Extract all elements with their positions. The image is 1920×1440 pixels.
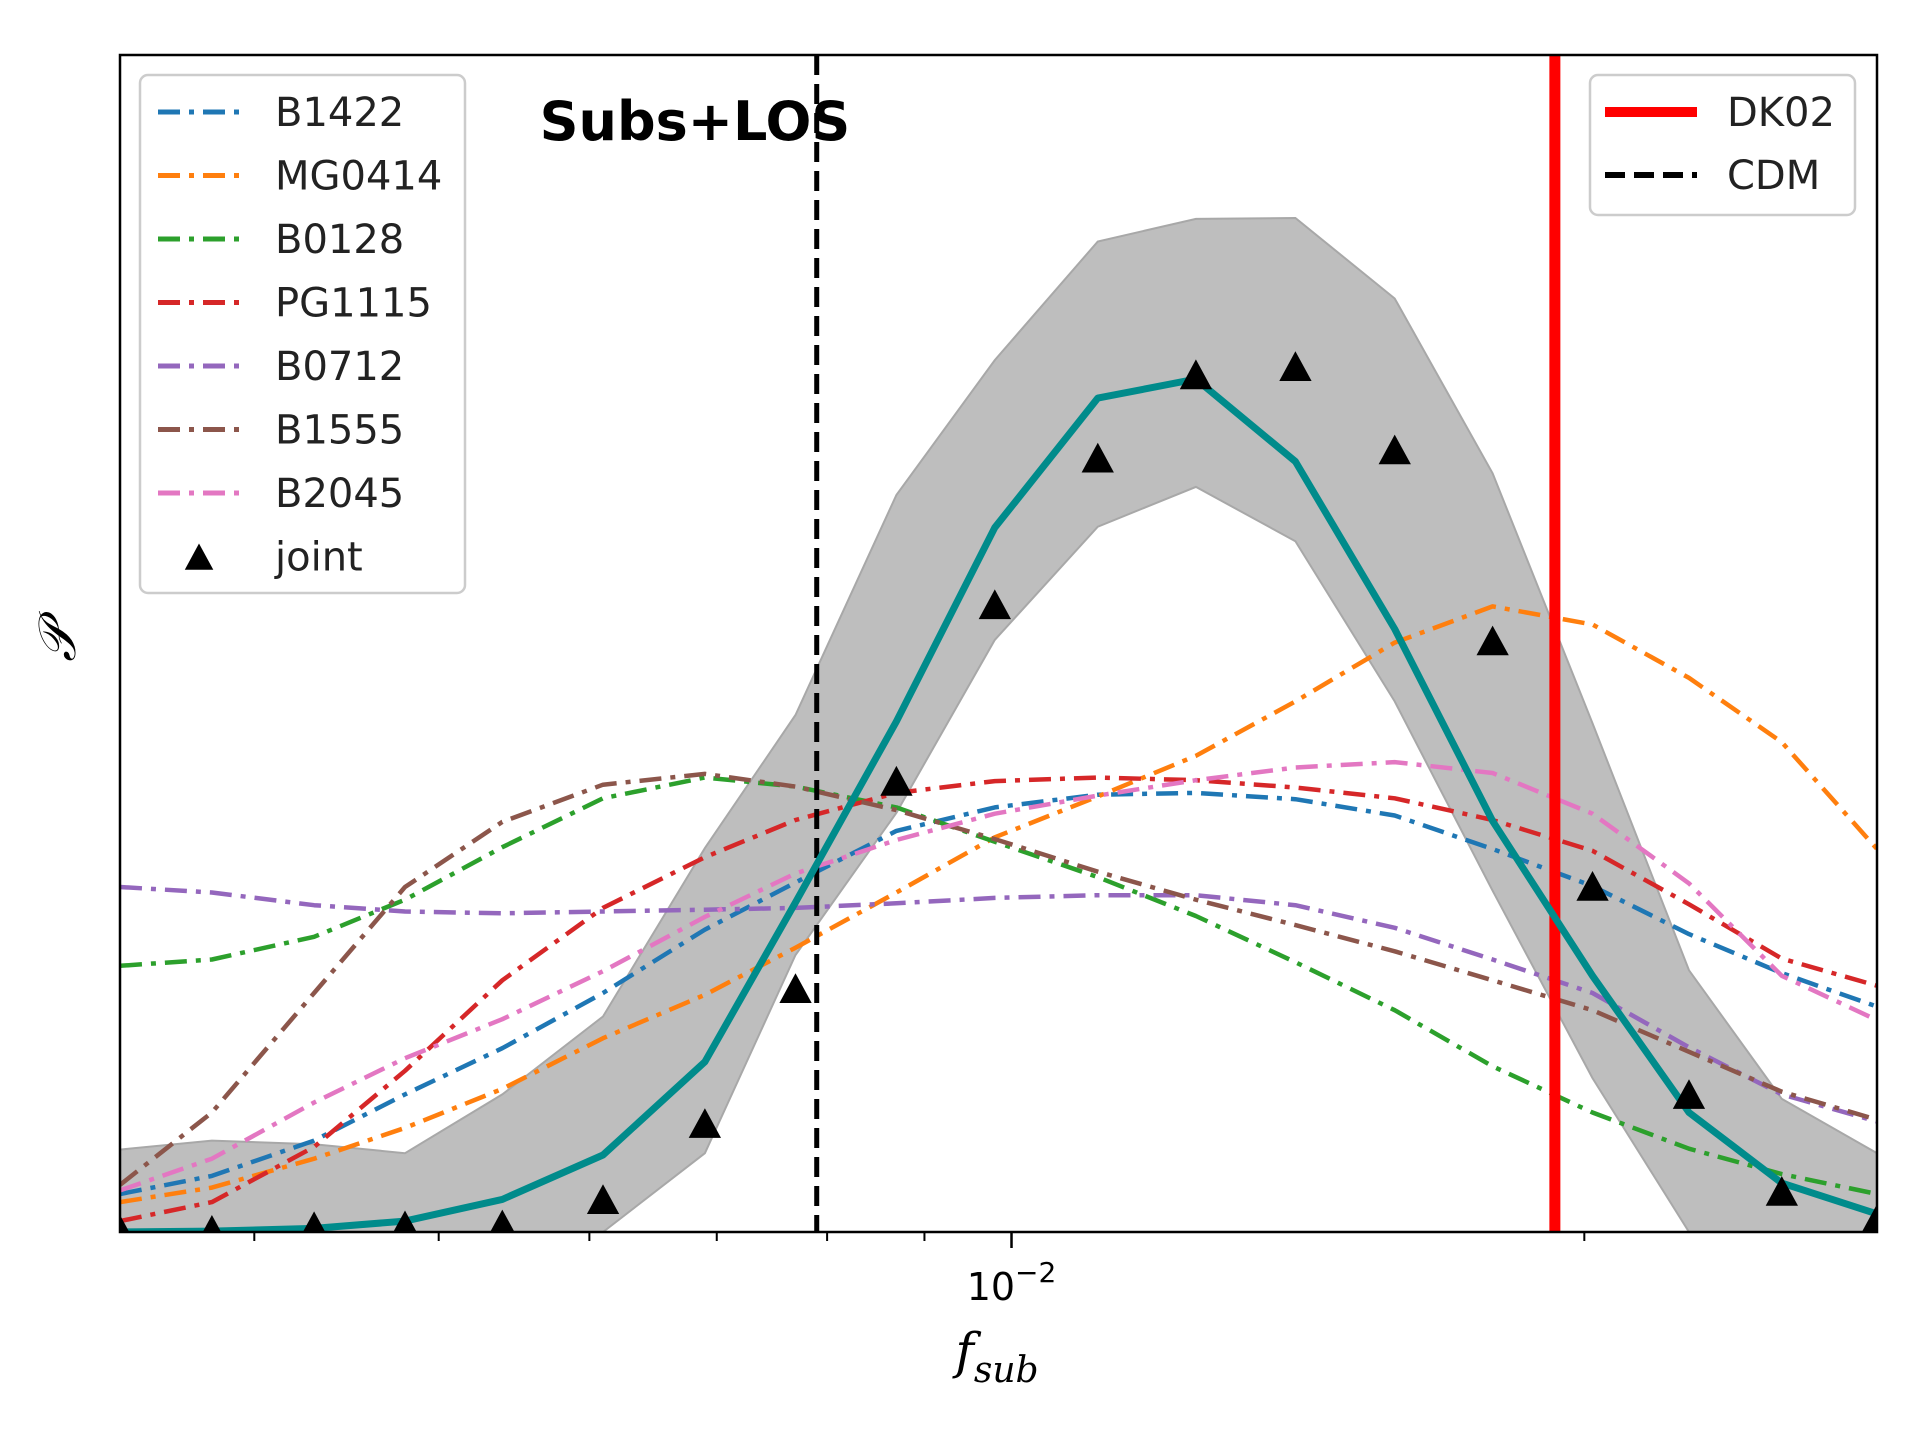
legend-series: B1422 MG0414 B0128 PG1115 B0712 B1555 B2045 joi… bbox=[138, 73, 467, 595]
legend-swatch bbox=[184, 543, 214, 570]
joint-point bbox=[1081, 442, 1114, 473]
chart-annotation: Subs+LOS bbox=[540, 90, 851, 153]
plot-area bbox=[120, 55, 1877, 1232]
joint-point bbox=[1179, 359, 1213, 390]
joint-point bbox=[393, 1210, 417, 1232]
legend-item-b1555: B1555 bbox=[158, 408, 404, 454]
legend-label: B0712 bbox=[275, 344, 404, 390]
legend-item-joint: joint bbox=[184, 535, 363, 581]
legend-box bbox=[138, 73, 467, 595]
x-axis-label-subscript: sub bbox=[974, 1350, 1039, 1391]
y-axis-label: 𝒫 bbox=[28, 611, 88, 662]
legend-label: B1422 bbox=[275, 90, 404, 136]
joint-point bbox=[120, 1215, 130, 1232]
series-line-b1555 bbox=[120, 771, 1877, 1187]
joint-point bbox=[978, 589, 1011, 620]
joint-point bbox=[688, 1108, 721, 1138]
legend-item-b0128: B0128 bbox=[158, 217, 404, 263]
confidence-band bbox=[120, 216, 1877, 1232]
legend-item-dk02: DK02 bbox=[1605, 90, 1835, 136]
joint-point bbox=[586, 1184, 620, 1214]
series-line-b0128 bbox=[120, 775, 1877, 1197]
joint-point bbox=[1279, 351, 1312, 381]
joint-point bbox=[1765, 1176, 1798, 1206]
x-axis-label: fsub bbox=[951, 1322, 1038, 1391]
legend-label: B2045 bbox=[275, 471, 404, 517]
legend-item-b0712: B0712 bbox=[158, 344, 404, 390]
legend-item-cdm: CDM bbox=[1605, 153, 1820, 199]
legend-label: B0128 bbox=[275, 217, 404, 263]
legend-item-b1422: B1422 bbox=[158, 90, 404, 136]
joint-point bbox=[1672, 1079, 1706, 1109]
legend-item-pg1115: PG1115 bbox=[158, 281, 432, 327]
legend-label: DK02 bbox=[1727, 90, 1835, 136]
legend-label: CDM bbox=[1727, 153, 1820, 199]
joint-point bbox=[880, 765, 913, 796]
joint-point bbox=[302, 1211, 326, 1232]
legend-label: joint bbox=[274, 535, 363, 581]
plot-frame bbox=[118, 53, 1879, 1234]
joint-point bbox=[1476, 625, 1509, 656]
legend-label: MG0414 bbox=[275, 154, 442, 200]
legend-reference-lines: DK02 CDM bbox=[1588, 73, 1857, 217]
legend-item-mg0414: MG0414 bbox=[158, 154, 442, 200]
legend-label: B1555 bbox=[275, 408, 404, 454]
joint-point bbox=[1861, 1204, 1877, 1232]
joint-point bbox=[1378, 434, 1411, 465]
joint-point bbox=[202, 1215, 222, 1232]
series-line-pg1115 bbox=[120, 775, 1877, 1224]
legend-label: PG1115 bbox=[275, 281, 432, 327]
joint-point bbox=[1576, 871, 1609, 901]
x-axis: 10−2 bbox=[253, 1232, 1586, 1309]
legend-item-b2045: B2045 bbox=[158, 471, 404, 517]
series-line-b0712 bbox=[120, 884, 1877, 1124]
joint-point bbox=[490, 1209, 515, 1232]
series-line-b2045 bbox=[120, 759, 1877, 1193]
x-tick-label: 10−2 bbox=[967, 1256, 1057, 1309]
joint-point bbox=[779, 973, 812, 1003]
